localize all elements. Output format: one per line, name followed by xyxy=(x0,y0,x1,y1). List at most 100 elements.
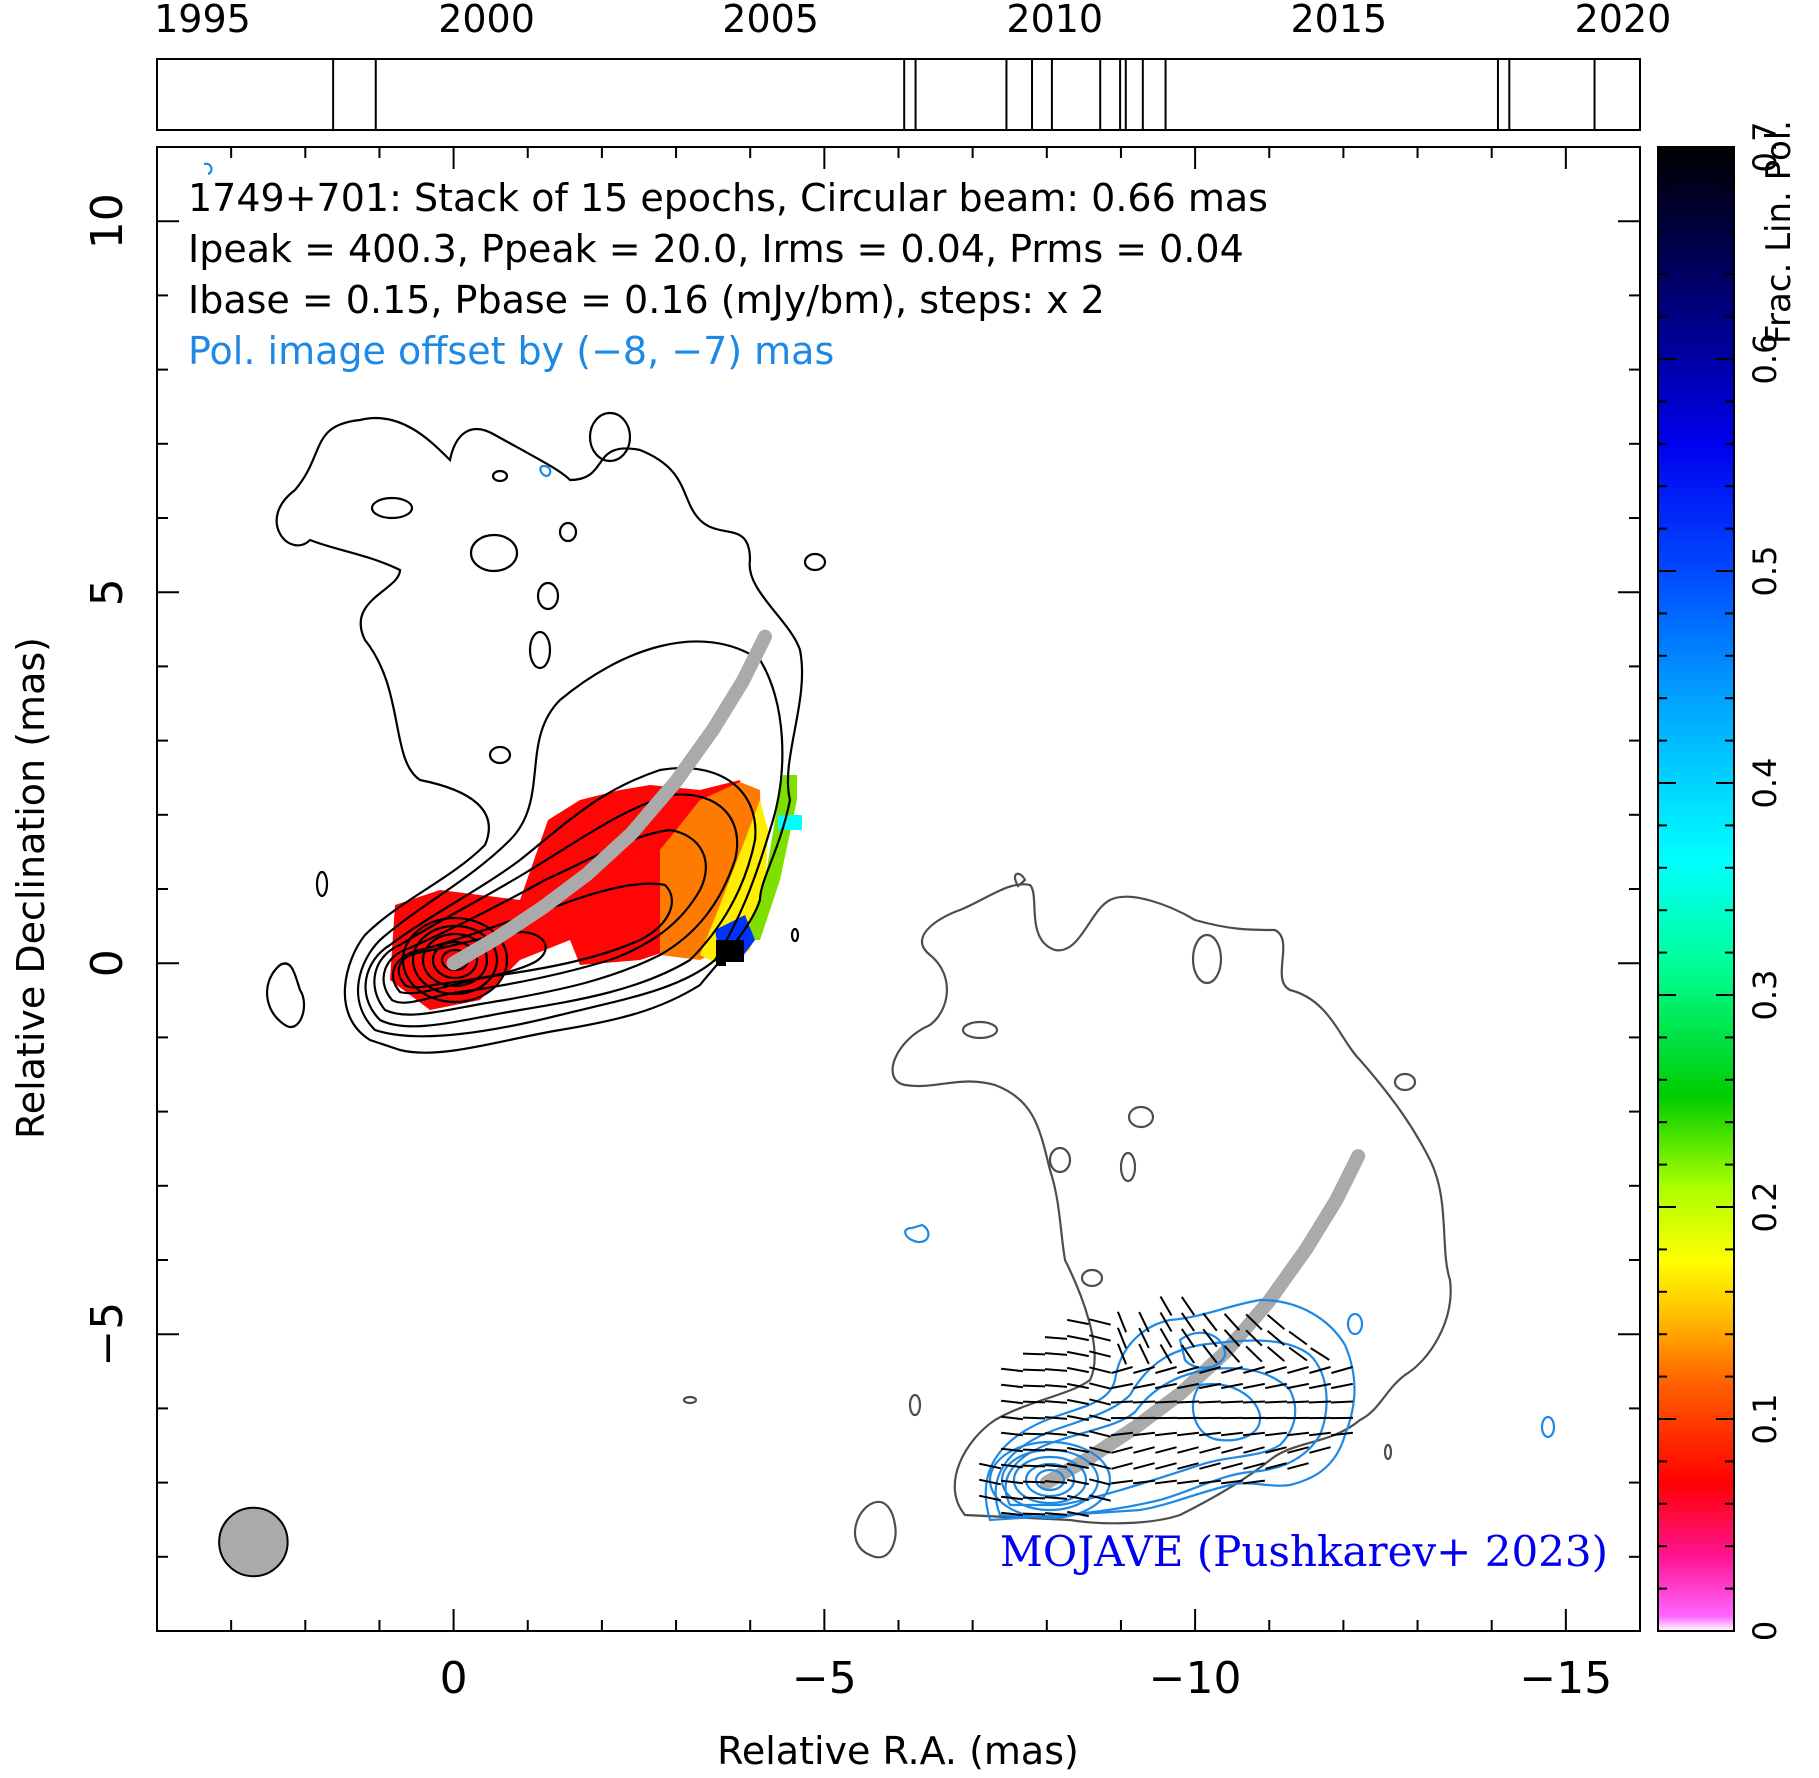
evpa-tick xyxy=(1309,1382,1331,1390)
evpa-tick xyxy=(1159,1311,1173,1333)
pol-contour xyxy=(904,1223,930,1244)
evpa-tick xyxy=(1044,1496,1068,1500)
evpa-tick xyxy=(1067,1494,1089,1502)
evpa-tick xyxy=(1221,1462,1243,1470)
evpa-tick xyxy=(1331,1382,1353,1390)
evpa-tick xyxy=(1000,1511,1024,1517)
evpa-tick xyxy=(978,1478,1002,1486)
evpa-tick xyxy=(1159,1327,1173,1349)
evpa-tick xyxy=(1265,1366,1287,1374)
offset-contour xyxy=(1191,933,1223,985)
evpa-tick xyxy=(1155,1382,1177,1390)
pol-contour xyxy=(1191,1382,1262,1442)
offset-contour xyxy=(853,1500,897,1559)
x-tick-label: −10 xyxy=(1149,1653,1242,1704)
evpa-tick xyxy=(1110,1479,1134,1485)
evpa-tick xyxy=(1089,1430,1111,1438)
evpa-tick xyxy=(1133,1462,1155,1470)
pol-contour xyxy=(1178,1331,1227,1369)
evpa-tick xyxy=(1176,1431,1200,1437)
evpa-tick xyxy=(1223,1329,1241,1347)
evpa-tick xyxy=(1022,1384,1046,1388)
epoch-timeline: 1995 2000 2005 2010 2015 2020 xyxy=(154,0,1672,131)
evpa-tick xyxy=(1176,1479,1200,1485)
evpa-tick xyxy=(1067,1414,1089,1422)
credit-label: MOJAVE (Pushkarev+ 2023) xyxy=(1000,1527,1608,1576)
evpa-tick xyxy=(1330,1400,1354,1404)
evpa-tick xyxy=(1022,1400,1046,1404)
evpa-tick xyxy=(1202,1328,1218,1348)
evpa-tick xyxy=(1243,1382,1265,1390)
intensity-contour xyxy=(790,927,800,943)
ridge-line xyxy=(446,629,772,971)
intensity-contour xyxy=(491,469,509,483)
evpa-tick xyxy=(1089,1366,1111,1374)
evpa-tick xyxy=(1245,1313,1263,1331)
evpa-tick xyxy=(1044,1432,1068,1436)
evpa-tick xyxy=(1159,1343,1173,1365)
evpa-tick xyxy=(1155,1366,1177,1374)
evpa-tick xyxy=(1000,1431,1024,1437)
evpa-tick xyxy=(1177,1382,1199,1390)
evpa-tick xyxy=(1176,1400,1200,1404)
evpa-tick xyxy=(1264,1431,1288,1437)
offset-contour xyxy=(891,883,1452,1525)
offset-contour xyxy=(961,1020,999,1040)
evpa-tick xyxy=(1155,1462,1177,1470)
evpa-tick xyxy=(1202,1312,1218,1332)
x-tick-label: −15 xyxy=(1519,1653,1612,1704)
evpa-tick xyxy=(1138,1327,1150,1349)
intensity-contour xyxy=(373,793,739,1016)
evpa-tick xyxy=(1221,1366,1243,1374)
evpa-tick xyxy=(1022,1496,1046,1500)
intensity-contour xyxy=(528,630,552,670)
evpa-tick xyxy=(1154,1431,1178,1437)
evpa-tick xyxy=(1220,1479,1244,1485)
timeline-tick-label: 2005 xyxy=(722,0,819,41)
evpa-tick xyxy=(1132,1431,1156,1437)
evpa-tick xyxy=(1000,1479,1024,1485)
colorbar: 0 0.1 0.2 0.3 0.4 0.5 0.6 0.7 Frac. Lin. Pol. xyxy=(1657,120,1799,1641)
pol-contour xyxy=(203,162,213,176)
pol-contour xyxy=(988,1440,1112,1520)
evpa-tick xyxy=(1199,1462,1221,1470)
evpa-tick xyxy=(1310,1347,1330,1361)
intensity-contour xyxy=(411,924,499,996)
colorbar-tick-label: 0 xyxy=(1746,1621,1784,1641)
colorbar-ticks xyxy=(1658,146,1734,1632)
evpa-tick xyxy=(1288,1330,1308,1346)
colorbar-tick-label: 0.7 xyxy=(1746,122,1784,173)
evpa-tick xyxy=(1309,1446,1331,1454)
evpa-tick xyxy=(1221,1446,1243,1454)
evpa-tick xyxy=(1089,1478,1111,1486)
intensity-contour xyxy=(370,496,414,520)
evpa-tick xyxy=(1067,1382,1089,1390)
evpa-tick xyxy=(1022,1352,1046,1356)
evpa-tick xyxy=(1089,1414,1111,1422)
intensity-contour xyxy=(401,916,509,1004)
timeline-epochs xyxy=(332,59,1596,130)
pol-contour xyxy=(984,1298,1356,1522)
evpa-tick xyxy=(1177,1462,1199,1470)
offset-contour xyxy=(1048,1146,1072,1174)
evpa-tick xyxy=(1044,1480,1068,1484)
evpa-vectors xyxy=(978,1295,1354,1518)
evpa-tick xyxy=(1243,1446,1265,1454)
evpa-tick xyxy=(1242,1479,1266,1485)
evpa-tick xyxy=(1116,1327,1128,1349)
offset-contour xyxy=(908,1393,922,1417)
timeline-tick-label: 2020 xyxy=(1575,0,1672,41)
fpol-region-cyan xyxy=(778,815,802,830)
evpa-tick xyxy=(1221,1382,1243,1390)
evpa-tick xyxy=(1199,1446,1221,1454)
evpa-tick xyxy=(1133,1366,1155,1374)
evpa-tick xyxy=(1286,1400,1310,1404)
evpa-tick xyxy=(1111,1382,1133,1390)
colorbar-tick-label: 0.1 xyxy=(1746,1394,1784,1445)
title-line-1: 1749+701: Stack of 15 epochs, Circular b… xyxy=(188,176,1268,220)
evpa-tick xyxy=(1133,1382,1155,1390)
evpa-tick xyxy=(1067,1350,1089,1358)
evpa-tick xyxy=(1159,1295,1173,1317)
evpa-tick xyxy=(1044,1384,1068,1388)
evpa-tick xyxy=(1022,1416,1046,1420)
